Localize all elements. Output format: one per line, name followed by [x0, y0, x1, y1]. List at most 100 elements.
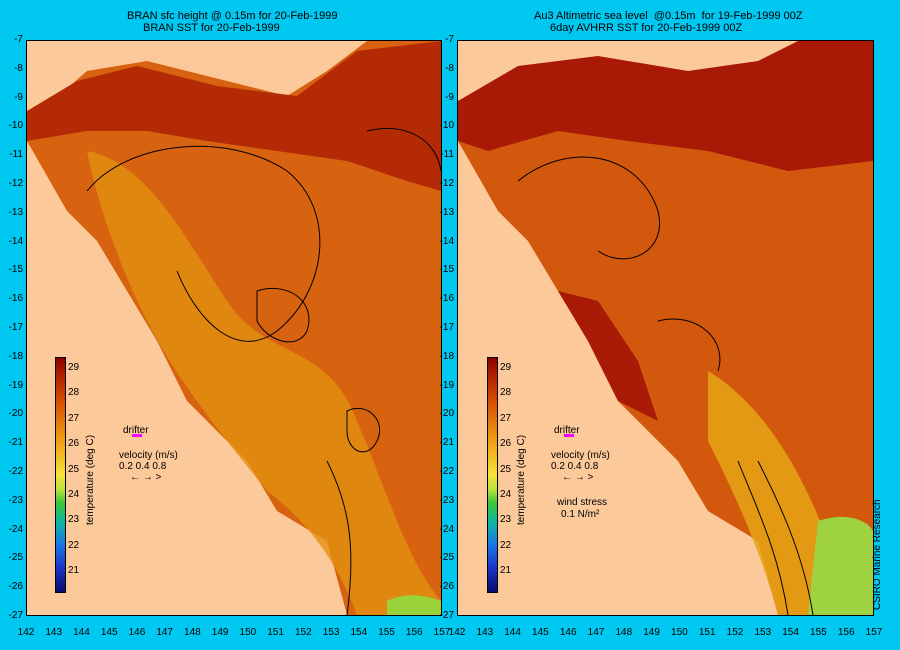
tick-label: 146: [128, 627, 146, 638]
tick-label: -18: [439, 350, 454, 362]
tick-label: 142: [17, 627, 35, 638]
tick-label: 150: [239, 627, 257, 638]
tick-label: -17: [8, 322, 23, 333]
tick-label: 27: [500, 412, 512, 424]
tick-label: -9: [445, 91, 454, 103]
left-map-svg: [27, 41, 442, 616]
left-drifter-icon: [132, 434, 142, 437]
tick-label: 153: [322, 627, 340, 638]
tick-label: 148: [615, 627, 633, 638]
right-title-line2: 6day AVHRR SST for 20-Feb-1999 00Z: [550, 22, 743, 34]
tick-label: 142: [448, 627, 466, 638]
right-drifter-label: drifter: [554, 425, 580, 436]
tick-label: -22: [439, 466, 454, 477]
tick-label: -16: [8, 293, 23, 305]
tick-label: -10: [439, 120, 454, 132]
tick-label: 150: [671, 627, 688, 638]
tick-label: 24: [68, 488, 80, 500]
tick-label: 152: [294, 627, 312, 638]
tick-label: 151: [267, 627, 284, 638]
tick-label: 24: [500, 488, 512, 500]
tick-label: 157: [865, 627, 883, 638]
tick-label: 145: [100, 627, 118, 638]
right-contour: [517, 156, 660, 260]
tick-label: 151: [698, 627, 716, 638]
right-contour: [657, 318, 721, 372]
right-ocean-coast-hot: [558, 291, 658, 421]
credit-text: CSIRO Marine Research: [872, 499, 883, 610]
left-contour: [346, 407, 381, 453]
left-velocity-arrows: ← → >: [130, 472, 162, 483]
tick-label: 21: [500, 565, 512, 576]
tick-label: 27: [68, 412, 80, 424]
tick-label: 153: [754, 627, 772, 638]
tick-label: 149: [211, 627, 229, 638]
tick-label: -24: [439, 523, 454, 535]
left-velocity-scale: 0.2 0.4 0.8: [119, 461, 167, 472]
right-colorbar: [487, 357, 498, 593]
tick-label: 155: [810, 627, 827, 638]
tick-label: -15: [8, 264, 23, 276]
tick-label: 149: [643, 627, 660, 638]
right-velocity-scale: 0.2 0.4 0.8: [551, 461, 599, 472]
left-title-line2: BRAN SST for 20-Feb-1999: [143, 22, 280, 34]
left-colorbar-label: temperature (deg C): [85, 434, 96, 525]
right-velocity-label: velocity (m/s): [551, 450, 610, 461]
right-drifter-icon: [564, 434, 574, 437]
tick-label: 146: [559, 627, 577, 638]
tick-label: 28: [500, 387, 512, 399]
tick-label: 29: [68, 362, 80, 373]
right-contour: [757, 460, 814, 616]
tick-label: 23: [500, 514, 512, 526]
tick-label: -18: [8, 350, 23, 362]
tick-label: -10: [8, 120, 23, 132]
left-ocean-green: [387, 595, 441, 615]
tick-label: -7: [14, 34, 23, 45]
tick-label: -20: [439, 408, 454, 420]
tick-label: -13: [8, 206, 23, 218]
tick-label: -8: [14, 62, 23, 74]
tick-label: 25: [68, 463, 80, 475]
tick-label: -23: [8, 494, 23, 506]
tick-label: -8: [445, 62, 454, 74]
tick-label: -14: [439, 235, 454, 247]
tick-label: 156: [837, 627, 855, 638]
tick-label: -12: [439, 178, 454, 189]
left-contour: [366, 127, 442, 172]
tick-label: -27: [8, 610, 23, 621]
right-title-line1: Au3 Altimetric sea level @0.15m for 19-F…: [534, 10, 803, 22]
left-ocean-cool: [87, 151, 441, 615]
right-ocean-green: [808, 516, 873, 615]
tick-label: 147: [156, 627, 173, 638]
right-ocean-hot: [458, 41, 873, 171]
tick-label: 143: [476, 627, 494, 638]
tick-label: 26: [500, 438, 512, 450]
tick-label: -23: [439, 494, 454, 506]
tick-label: 23: [68, 514, 80, 526]
right-map-panel: [457, 40, 874, 616]
tick-label: -26: [8, 581, 23, 593]
left-velocity-label: velocity (m/s): [119, 450, 178, 461]
tick-label: -21: [439, 437, 454, 449]
left-title-line1: BRAN sfc height @ 0.15m for 20-Feb-1999: [127, 10, 338, 22]
tick-label: -12: [8, 178, 23, 189]
left-contour: [326, 460, 352, 616]
tick-label: -19: [8, 379, 23, 391]
tick-label: 154: [782, 627, 799, 638]
tick-label: -7: [445, 34, 454, 45]
tick-label: 147: [587, 627, 605, 638]
tick-label: -20: [8, 408, 23, 420]
left-colorbar: [55, 357, 66, 593]
tick-label: -22: [8, 466, 23, 477]
tick-label: 26: [68, 438, 80, 450]
tick-label: -16: [439, 293, 454, 305]
tick-label: 148: [184, 627, 201, 638]
tick-label: 152: [726, 627, 744, 638]
tick-label: -25: [439, 552, 454, 564]
tick-label: -26: [439, 581, 454, 593]
right-wind-label: wind stress: [557, 497, 608, 508]
tick-label: -11: [9, 149, 23, 161]
tick-label: 21: [68, 565, 80, 576]
tick-label: -25: [8, 552, 23, 564]
tick-label: 22: [68, 539, 80, 551]
